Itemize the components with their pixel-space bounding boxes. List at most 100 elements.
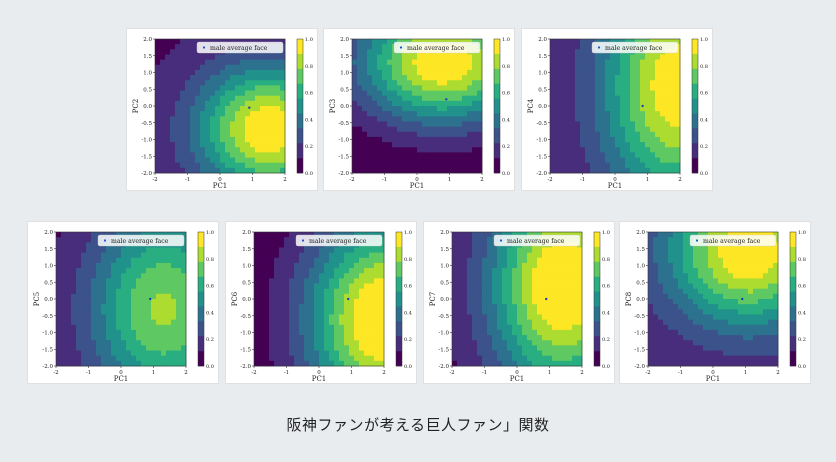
contour-cell bbox=[517, 283, 523, 290]
colorbar-segment bbox=[494, 83, 500, 99]
contour-cell bbox=[260, 54, 266, 61]
contour-cell bbox=[407, 167, 413, 174]
contour-cell bbox=[402, 162, 408, 169]
contour-cell bbox=[708, 309, 714, 315]
contour-cell bbox=[462, 237, 468, 243]
contour-cell bbox=[265, 111, 271, 117]
contour-cell bbox=[630, 131, 636, 138]
contour-cell bbox=[387, 142, 393, 148]
contour-cell bbox=[655, 131, 661, 138]
contour-cell bbox=[462, 126, 468, 133]
contour-cell bbox=[171, 288, 177, 295]
contour-cell bbox=[688, 329, 694, 336]
contour-cell bbox=[71, 242, 77, 248]
contour-cell bbox=[562, 340, 568, 346]
colorbar-segment bbox=[594, 232, 600, 248]
contour-cell bbox=[437, 162, 443, 169]
contour-cell bbox=[713, 319, 719, 326]
contour-cell bbox=[111, 232, 117, 238]
contour-cell bbox=[550, 116, 556, 122]
contour-cell bbox=[387, 54, 393, 61]
contour-cell bbox=[279, 335, 285, 341]
contour-cell bbox=[166, 324, 172, 331]
contour-cell bbox=[329, 324, 335, 331]
contour-cell bbox=[422, 59, 428, 66]
contour-cell bbox=[650, 121, 656, 128]
contour-cell bbox=[718, 329, 724, 336]
contour-cell bbox=[171, 257, 177, 264]
contour-cell bbox=[658, 262, 664, 269]
contour-cell bbox=[738, 345, 744, 351]
contour-cell bbox=[225, 106, 231, 112]
contour-cell bbox=[344, 283, 350, 290]
contour-cell bbox=[111, 293, 117, 300]
contour-cell bbox=[585, 59, 591, 66]
contour-cell bbox=[550, 111, 556, 117]
contour-cell bbox=[66, 309, 72, 315]
contour-cell bbox=[502, 288, 508, 295]
contour-cell bbox=[467, 126, 473, 133]
contour-cell bbox=[66, 324, 72, 331]
contour-cell bbox=[422, 157, 428, 164]
contour-cell bbox=[502, 299, 508, 305]
contour-cell bbox=[165, 49, 171, 55]
contour-cell bbox=[367, 54, 373, 61]
contour-cell bbox=[570, 85, 576, 91]
contour-cell bbox=[141, 278, 147, 284]
x-tick-label: -2 bbox=[449, 370, 454, 376]
contour-cell bbox=[195, 147, 201, 153]
contour-cell bbox=[397, 39, 403, 45]
contour-cell bbox=[497, 340, 503, 346]
contour-cell bbox=[141, 268, 147, 274]
contour-cell bbox=[562, 273, 568, 279]
contour-cell bbox=[477, 64, 483, 71]
contour-cell bbox=[364, 350, 370, 357]
contour-cell bbox=[640, 100, 646, 107]
contour-cell bbox=[324, 252, 330, 259]
contour-cell bbox=[733, 314, 739, 321]
contour-cell bbox=[397, 69, 403, 76]
contour-cell bbox=[190, 69, 196, 76]
contour-cell bbox=[537, 262, 543, 269]
contour-cell bbox=[620, 121, 626, 128]
contour-cell bbox=[467, 299, 473, 305]
contour-cell bbox=[605, 126, 611, 133]
contour-cell bbox=[106, 257, 112, 264]
contour-cell bbox=[417, 80, 423, 86]
contour-cell bbox=[407, 69, 413, 76]
legend: male average face bbox=[493, 234, 581, 247]
contour-cell bbox=[708, 335, 714, 341]
contour-cell bbox=[507, 273, 513, 279]
contour-cell bbox=[542, 355, 548, 362]
contour-cell bbox=[572, 329, 578, 336]
contour-cell bbox=[565, 64, 571, 71]
contour-cell bbox=[477, 131, 483, 138]
contour-chart: -2 -1 0 1 22.01.51.00.50.0-0.5-1.0-1.5-2.0PC… bbox=[527, 37, 708, 190]
contour-cell bbox=[397, 75, 403, 81]
contour-cell bbox=[367, 95, 373, 102]
contour-cell bbox=[364, 262, 370, 269]
contour-cell bbox=[160, 126, 166, 133]
contour-cell bbox=[522, 232, 528, 238]
contour-cell bbox=[175, 111, 181, 117]
contour-cell bbox=[379, 324, 385, 331]
contour-cell bbox=[555, 90, 561, 97]
contour-cell bbox=[329, 360, 335, 367]
contour-cell bbox=[655, 116, 661, 122]
contour-cell bbox=[294, 268, 300, 274]
contour-cell bbox=[230, 69, 236, 76]
contour-cell bbox=[562, 319, 568, 326]
contour-cell bbox=[663, 360, 669, 367]
contour-cell bbox=[364, 293, 370, 300]
contour-cell bbox=[585, 157, 591, 164]
contour-cell bbox=[542, 345, 548, 351]
contour-cell bbox=[713, 329, 719, 336]
colorbar-tick-label: 0.0 bbox=[404, 364, 412, 370]
contour-cell bbox=[487, 304, 493, 310]
contour-cell bbox=[655, 39, 661, 45]
contour-cell bbox=[359, 257, 365, 264]
contour-cell bbox=[648, 283, 654, 290]
contour-cell bbox=[161, 278, 167, 284]
contour-cell bbox=[758, 257, 764, 264]
contour-cell bbox=[402, 64, 408, 71]
